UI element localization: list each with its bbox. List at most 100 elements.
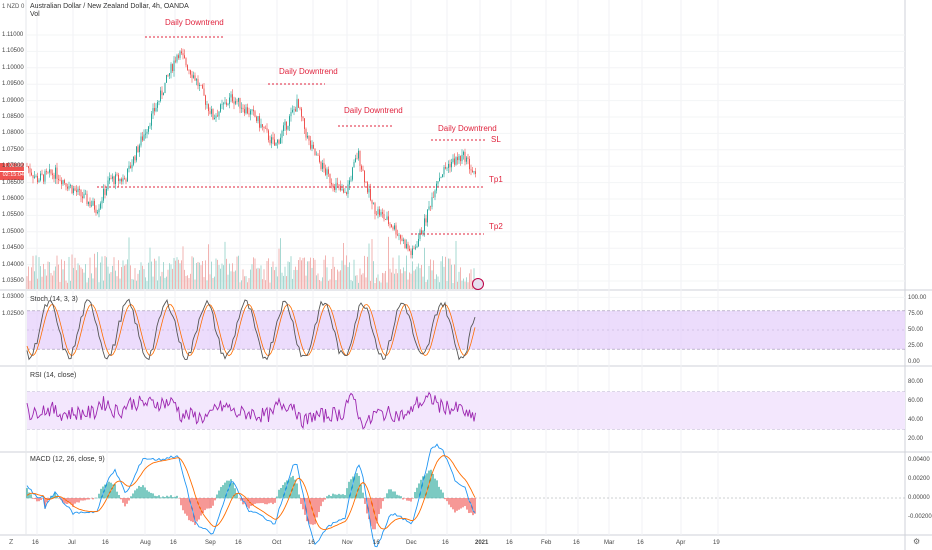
candle-body [134, 156, 136, 161]
volume-bar [310, 257, 311, 289]
macd-histogram-bar [190, 498, 192, 522]
settings-gear-icon[interactable]: ⚙ [913, 537, 921, 546]
volume-bar [301, 260, 302, 289]
candle-body [464, 151, 466, 162]
candle-body [337, 183, 338, 185]
macd-histogram-bar [58, 498, 60, 499]
candle-body [310, 140, 311, 149]
macd-histogram-bar [176, 495, 178, 499]
candle-body [112, 176, 113, 179]
candle-body [58, 178, 59, 180]
macd-histogram-bar [254, 498, 256, 504]
price-tick-label: 1.11000 [2, 32, 24, 38]
volume-bar [298, 260, 299, 289]
volume-bar [220, 268, 221, 289]
price-tick-label: 1.03000 [2, 294, 24, 301]
volume-bar [197, 261, 199, 289]
macd-tick-label: 0.00400 [908, 457, 930, 463]
candle-body [55, 167, 56, 179]
macd-histogram-bar [316, 498, 318, 518]
candle-body [178, 55, 179, 58]
macd-histogram-bar [366, 498, 368, 514]
volume-bar [245, 276, 247, 289]
candle-body [410, 250, 412, 256]
volume-bar [389, 268, 391, 289]
volume-bar [169, 263, 170, 289]
candle-body [412, 248, 413, 256]
annotation-daily-downtrend[interactable]: Daily Downtrend [165, 18, 224, 27]
volume-bar [382, 272, 383, 289]
volume-bar [199, 262, 200, 289]
macd-histogram-bar [32, 498, 34, 499]
price-tick-label: 1.05500 [2, 212, 24, 219]
macd-histogram-bar [344, 495, 346, 499]
candle-body [319, 155, 320, 162]
candle-body [197, 79, 199, 86]
volume-bar [274, 270, 275, 289]
candle-body [218, 111, 220, 117]
candle-body [254, 111, 256, 117]
volume-bar [266, 260, 268, 289]
candle-body [37, 176, 38, 183]
candle-body [404, 239, 406, 249]
candle-body [275, 142, 277, 146]
candle-body [383, 213, 385, 219]
candle-body [139, 145, 140, 153]
candle-body [409, 248, 410, 251]
volume-bar [215, 258, 217, 289]
candle-body [212, 109, 214, 120]
macd-histogram-bar [72, 498, 74, 507]
volume-bar [77, 263, 79, 289]
candle-body [371, 200, 373, 204]
candle-body [191, 74, 193, 78]
candle-body [365, 182, 367, 183]
candle-body [233, 101, 235, 104]
volume-bar [130, 265, 131, 289]
candle-body [382, 212, 383, 214]
auto-scale-toggle[interactable]: Z [9, 539, 14, 546]
volume-bar [332, 256, 334, 289]
candle-body [358, 150, 359, 159]
price-tick-label: 1.02500 [2, 310, 24, 317]
macd-histogram-bar [384, 497, 386, 499]
macd-histogram-bar [350, 479, 352, 499]
annotation-tp1[interactable]: Tp1 [489, 175, 503, 184]
candle-body [431, 197, 433, 207]
annotation-daily-downtrend[interactable]: Daily Downtrend [279, 67, 338, 76]
candle-body [40, 173, 41, 181]
candle-body [85, 193, 86, 195]
candle-body [442, 174, 443, 178]
candle-body [52, 173, 53, 175]
candle-body [148, 126, 149, 132]
candle-body [151, 113, 152, 126]
volume-bar [104, 255, 106, 289]
candle-body [374, 203, 376, 214]
candle-body [466, 157, 467, 162]
volume-bar [307, 261, 308, 289]
volume-bar [88, 277, 89, 289]
volume-bar [230, 271, 232, 289]
macd-histogram-bar [214, 498, 216, 501]
volume-bar [421, 264, 422, 289]
candle-body [116, 174, 118, 176]
annotation-daily-downtrend[interactable]: Daily Downtrend [344, 106, 403, 115]
annotation-tp2[interactable]: Tp2 [489, 222, 503, 231]
annotation-daily-downtrend[interactable]: Daily Downtrend [438, 124, 497, 133]
volume-bar [392, 257, 394, 289]
macd-histogram-bar [126, 498, 128, 504]
volume-bar [148, 262, 149, 289]
macd-histogram-bar [62, 498, 64, 503]
annotation-sl[interactable]: SL [491, 135, 501, 144]
go-to-realtime-icon[interactable] [472, 278, 484, 290]
macd-histogram-bar [466, 498, 468, 510]
volume-bar [100, 262, 101, 289]
candle-body [328, 169, 329, 174]
volume-bar [223, 265, 224, 289]
volume-bar [335, 280, 337, 289]
macd-histogram-bar [200, 498, 202, 516]
macd-histogram-bar [78, 498, 80, 503]
volume-bar [101, 256, 103, 289]
candle-body [71, 185, 73, 194]
